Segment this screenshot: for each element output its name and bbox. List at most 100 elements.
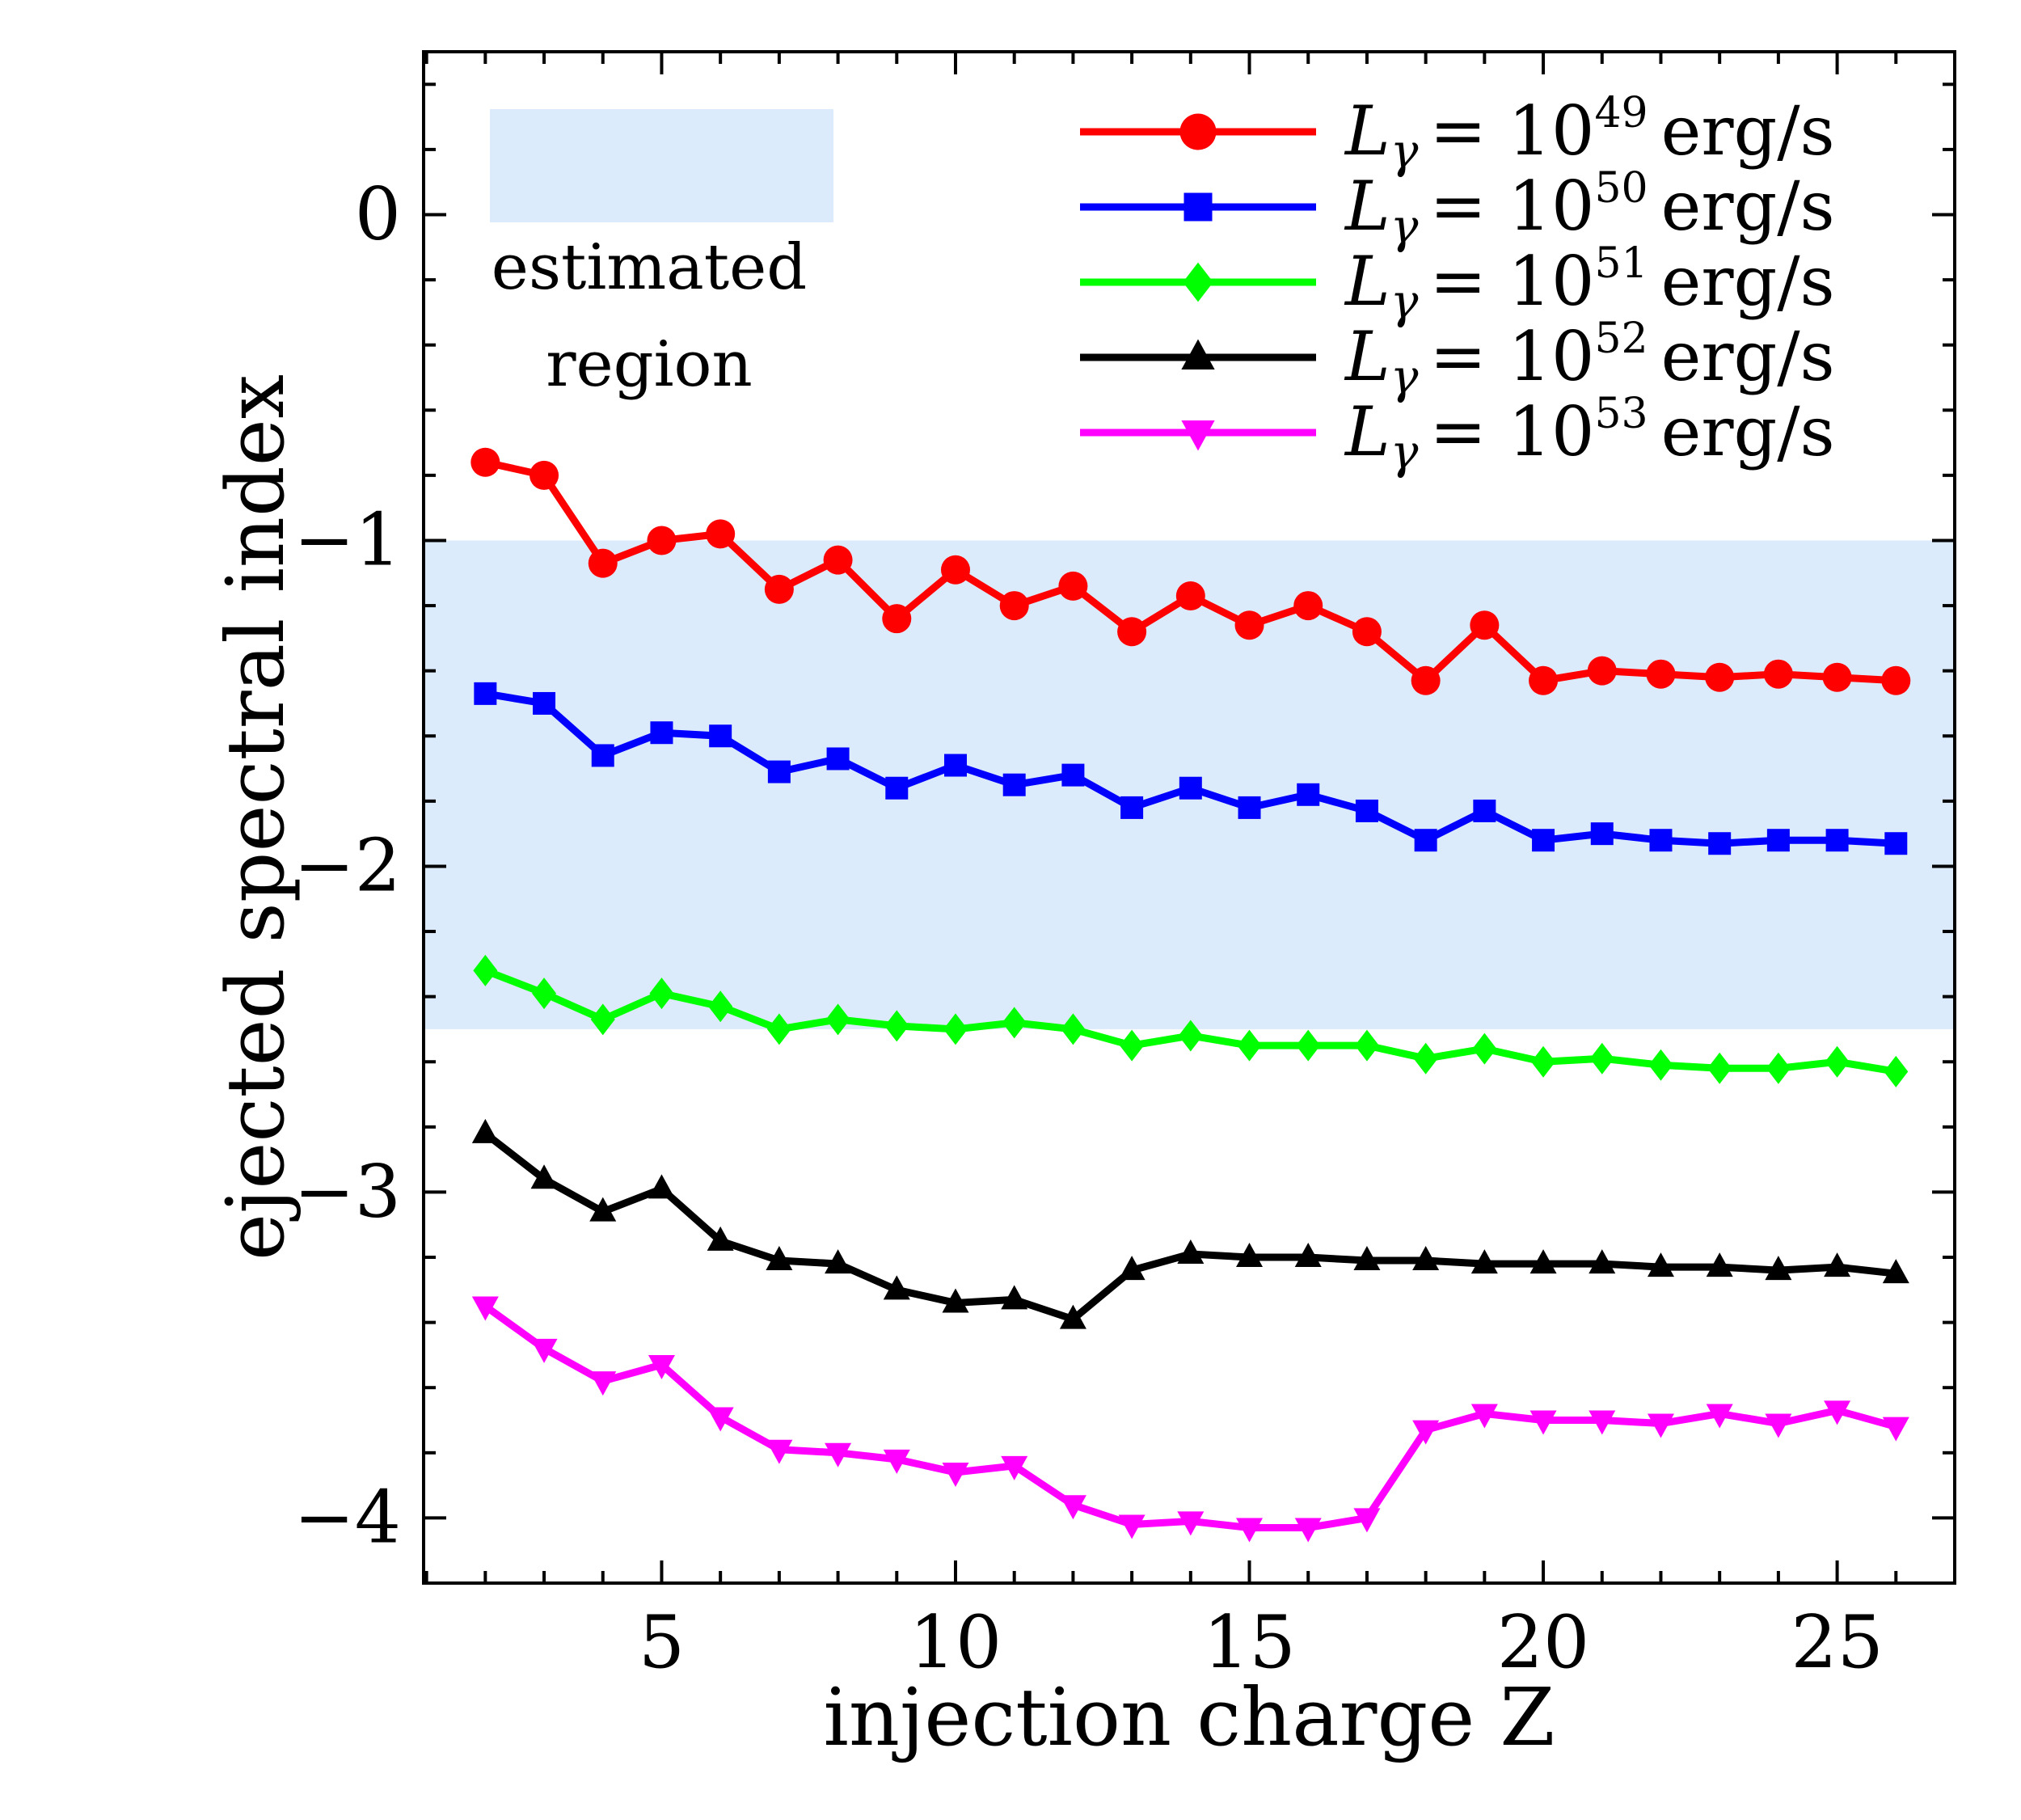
x-axis-label: injection charge Z <box>824 1672 1555 1764</box>
data-point-series-4 <box>1353 1508 1381 1533</box>
data-point-series-4 <box>1882 1417 1909 1442</box>
legend-label-exp: 49 <box>1594 89 1648 137</box>
data-point-series-4 <box>825 1442 852 1467</box>
data-point-series-2 <box>1002 1007 1027 1039</box>
data-point-series-3 <box>825 1249 852 1274</box>
x-tick-label: 5 <box>639 1600 685 1685</box>
data-point-series-1 <box>1649 829 1673 852</box>
data-point-series-1 <box>1825 829 1849 852</box>
data-point-series-4 <box>1765 1413 1792 1438</box>
legend-marker-2 <box>1183 262 1213 302</box>
legend-label-3: Lγ = 1052 erg/s <box>1344 315 1835 404</box>
data-point-series-4 <box>1001 1455 1028 1480</box>
data-point-series-1 <box>885 776 909 800</box>
data-point-series-2 <box>473 954 498 986</box>
data-point-series-0 <box>1352 617 1382 647</box>
legend-marker-0 <box>1179 113 1217 150</box>
x-tick-label: 15 <box>1203 1600 1296 1685</box>
legend-label-exp: 53 <box>1594 390 1648 438</box>
x-tick-label: 20 <box>1497 1600 1590 1685</box>
data-point-series-0 <box>1587 656 1617 686</box>
data-point-series-2 <box>1648 1049 1673 1081</box>
legend-label-sub: γ <box>1390 349 1419 404</box>
data-point-series-2 <box>1061 1013 1086 1045</box>
data-point-series-0 <box>823 545 853 575</box>
series-line-4 <box>483 1303 1897 1531</box>
legend-label-4: Lγ = 1053 erg/s <box>1344 390 1835 479</box>
data-point-series-3 <box>1824 1252 1851 1277</box>
data-point-series-4 <box>530 1338 558 1363</box>
data-point-series-0 <box>1763 659 1793 689</box>
data-point-series-2 <box>1178 1020 1203 1052</box>
y-axis-label: ejected spectral index <box>210 374 302 1260</box>
data-point-series-4 <box>1236 1518 1264 1543</box>
legend-label-unit: erg/s <box>1661 91 1835 171</box>
data-point-series-0 <box>1646 659 1676 689</box>
legend-label-eq: = 10 <box>1429 317 1594 396</box>
data-point-series-1 <box>826 747 850 771</box>
y-tick-label: 0 <box>355 171 401 256</box>
data-point-series-3 <box>1177 1239 1205 1264</box>
data-point-series-1 <box>1238 796 1261 819</box>
legend-label-unit: erg/s <box>1661 167 1835 246</box>
shaded-region-label-line2: region <box>546 328 753 401</box>
legend-label-prefix: L <box>1344 242 1390 321</box>
legend-label-sub: γ <box>1390 274 1419 329</box>
data-point-series-3 <box>883 1275 910 1300</box>
data-point-series-2 <box>825 1003 850 1036</box>
data-point-series-3 <box>1294 1243 1322 1268</box>
data-point-series-3 <box>1001 1285 1028 1310</box>
data-point-series-3 <box>1882 1259 1909 1284</box>
shaded-region-label-line1: estimated <box>492 231 807 304</box>
legend-label-sub: γ <box>1390 424 1419 479</box>
legend-label-0: Lγ = 1049 erg/s <box>1344 89 1835 179</box>
legend-label-prefix: L <box>1344 167 1390 246</box>
data-point-series-3 <box>1470 1249 1498 1274</box>
data-point-series-4 <box>1706 1404 1733 1429</box>
data-point-series-2 <box>590 1003 615 1036</box>
data-point-series-4 <box>942 1462 969 1487</box>
data-point-series-2 <box>1766 1052 1791 1084</box>
x-tick-label: 25 <box>1791 1600 1884 1685</box>
data-point-series-4 <box>1059 1495 1086 1520</box>
data-point-series-2 <box>1825 1045 1850 1078</box>
data-point-series-3 <box>1353 1246 1381 1271</box>
legend-label-exp: 51 <box>1594 239 1648 288</box>
data-point-series-3 <box>1706 1252 1733 1277</box>
legend-label-unit: erg/s <box>1661 392 1835 471</box>
legend-label-eq: = 10 <box>1429 167 1594 246</box>
data-point-series-2 <box>1413 1042 1438 1075</box>
data-point-series-0 <box>764 574 794 604</box>
legend-label-prefix: L <box>1344 392 1390 471</box>
data-point-series-3 <box>1589 1249 1616 1274</box>
data-point-series-0 <box>940 555 970 585</box>
legend-label-eq: = 10 <box>1429 242 1594 321</box>
data-point-series-4 <box>1470 1404 1498 1429</box>
legend-label-prefix: L <box>1344 91 1390 171</box>
data-point-series-0 <box>647 526 677 555</box>
data-point-series-2 <box>649 978 674 1010</box>
data-point-series-4 <box>1412 1420 1440 1445</box>
data-point-series-2 <box>708 990 733 1023</box>
data-point-series-0 <box>1293 591 1323 621</box>
legend-label-eq: = 10 <box>1429 392 1594 471</box>
data-point-series-4 <box>1529 1410 1557 1435</box>
data-point-series-0 <box>530 460 559 490</box>
legend-label-eq: = 10 <box>1429 91 1594 171</box>
data-point-series-0 <box>1705 662 1735 692</box>
data-point-series-0 <box>1470 610 1500 640</box>
legend-label-exp: 52 <box>1594 315 1648 363</box>
data-point-series-2 <box>766 1013 791 1045</box>
data-point-series-4 <box>1824 1400 1851 1425</box>
y-tick-label: −2 <box>293 823 401 908</box>
data-point-series-3 <box>766 1246 793 1271</box>
data-point-series-1 <box>1002 773 1026 796</box>
data-point-series-0 <box>1175 581 1205 610</box>
data-point-series-0 <box>1822 662 1852 692</box>
data-point-series-0 <box>1881 665 1911 695</box>
legend-label-sub: γ <box>1390 124 1419 179</box>
data-point-series-1 <box>474 682 497 705</box>
data-point-series-2 <box>1589 1042 1614 1075</box>
legend-label-2: Lγ = 1051 erg/s <box>1344 239 1835 329</box>
legend-label-prefix: L <box>1344 317 1390 396</box>
